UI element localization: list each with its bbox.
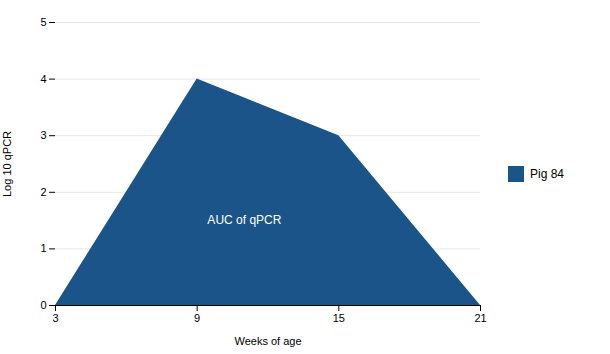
html-text:Pig 84: Pig 84	[530, 167, 564, 181]
svg-text:3: 3	[52, 312, 58, 324]
svg-text:AUC of qPCR: AUC of qPCR	[207, 213, 281, 227]
svg-text:1: 1	[40, 242, 46, 254]
svg-text:2: 2	[40, 186, 46, 198]
svg-text:Log 10 qPCR: Log 10 qPCR	[1, 131, 13, 197]
svg-text:Weeks of age: Weeks of age	[234, 335, 301, 347]
svg-text:3: 3	[40, 129, 46, 141]
svg-text:0: 0	[40, 299, 46, 311]
svg-text:21: 21	[474, 312, 486, 324]
svg-text:15: 15	[333, 312, 345, 324]
svg-text:9: 9	[194, 312, 200, 324]
svg-text:5: 5	[40, 16, 46, 28]
svg-text:4: 4	[40, 73, 46, 85]
